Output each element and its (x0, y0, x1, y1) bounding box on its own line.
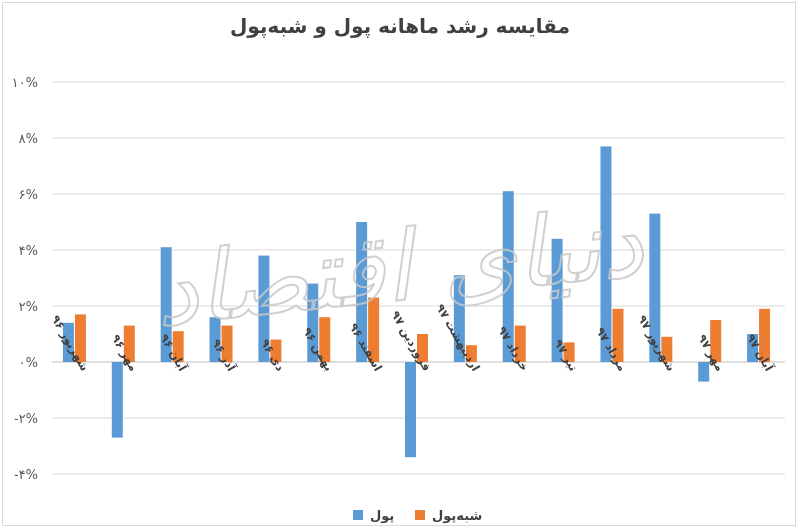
legend-label-money: پول (370, 509, 394, 524)
bar-money-4 (258, 255, 270, 362)
bar-money-5 (307, 283, 319, 362)
legend-swatch-money (353, 510, 363, 520)
y-tick-label: -۲% (14, 412, 38, 427)
y-tick-label: ۴% (19, 244, 38, 259)
bar-money-7 (405, 362, 416, 458)
y-axis-ticks: ۱۰% ۸% ۶% ۴% ۲% ۰% -۲% -۴% (12, 76, 38, 483)
legend-label-quasi-money: شبه‌پول (432, 509, 482, 524)
bar-quasi-money-2 (172, 331, 184, 362)
bar-quasi-money-10 (563, 342, 575, 362)
bar-money-10 (551, 238, 563, 362)
y-tick-label: -۴% (14, 468, 38, 483)
bar-money-2 (160, 247, 172, 362)
bar-money-6 (356, 222, 368, 362)
bar-money-3 (209, 317, 221, 362)
bar-quasi-money-1 (123, 325, 135, 362)
bar-money-9 (502, 191, 514, 362)
bars (62, 146, 771, 458)
y-tick-label: ۱۰% (12, 76, 38, 91)
bar-quasi-money-7 (417, 334, 428, 362)
legend-swatch-quasi-money (415, 510, 425, 520)
bar-money-8 (453, 275, 465, 362)
bar-quasi-money-8 (465, 345, 477, 362)
y-tick-label: ۶% (19, 188, 38, 203)
bar-quasi-money-5 (319, 317, 331, 362)
bar-quasi-money-12 (661, 336, 673, 362)
y-tick-label: ۲% (19, 300, 38, 315)
bar-money-14 (747, 334, 759, 362)
bar-quasi-money-4 (270, 339, 282, 362)
bar-quasi-money-3 (221, 325, 233, 362)
legend: پول شبه‌پول (353, 509, 482, 524)
chart-title: مقایسه رشد ماهانه پول و شبه‌پول (230, 14, 570, 38)
bar-money-1 (111, 362, 123, 438)
bar-money-11 (600, 146, 612, 362)
bar-money-12 (649, 213, 661, 362)
bar-quasi-money-11 (612, 308, 624, 362)
bar-quasi-money-14 (759, 308, 771, 362)
bar-quasi-money-6 (368, 297, 380, 362)
bar-money-0 (62, 322, 74, 362)
bar-quasi-money-9 (514, 325, 526, 362)
bar-money-13 (698, 362, 710, 382)
y-tick-label: ۸% (19, 132, 38, 147)
bar-quasi-money-13 (710, 320, 722, 362)
y-tick-label: ۰% (19, 356, 38, 371)
bar-quasi-money-0 (74, 314, 86, 362)
